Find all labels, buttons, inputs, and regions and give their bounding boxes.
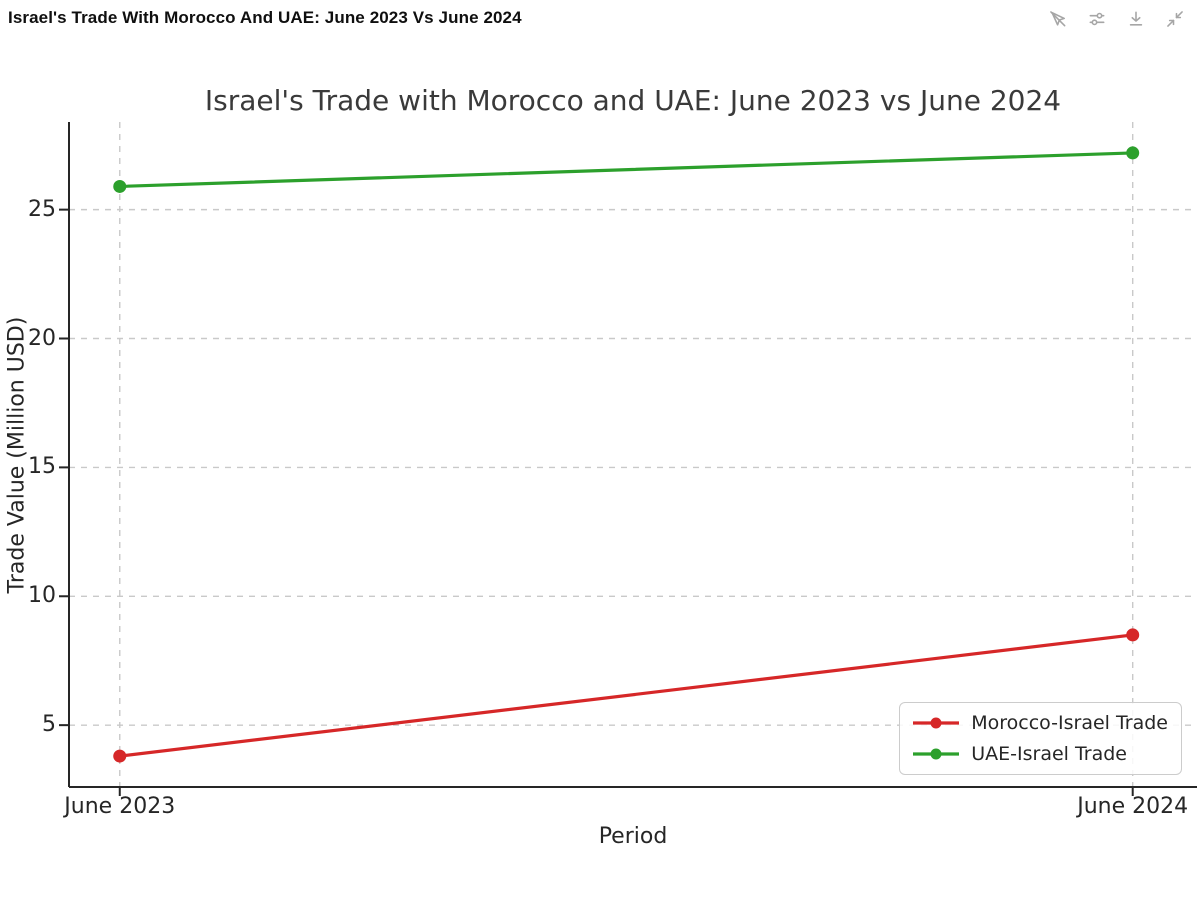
- legend-swatch: [913, 717, 960, 728]
- cursor-interactivity-off-icon: [1048, 9, 1068, 29]
- legend: Morocco-Israel Trade UAE-Israel Trade: [899, 702, 1182, 775]
- y-tick-label: 20: [28, 325, 56, 351]
- collapse-fullscreen-button[interactable]: [1162, 6, 1188, 32]
- x-tick-label: June 2024: [1077, 794, 1189, 819]
- legend-item: Morocco-Israel Trade: [911, 708, 1168, 737]
- header: Israel's Trade With Morocco And UAE: Jun…: [0, 0, 1200, 44]
- data-point-marker: [113, 179, 127, 193]
- legend-item: UAE-Israel Trade: [911, 739, 1168, 768]
- cursor-interactivity-off-button[interactable]: [1045, 6, 1071, 32]
- line-chart: Israel's Trade with Morocco and UAE: Jun…: [0, 44, 1200, 854]
- page-title: Israel's Trade With Morocco And UAE: Jun…: [8, 8, 522, 27]
- series-line: [118, 151, 1135, 189]
- x-axis-label: Period: [598, 824, 668, 849]
- y-tick-label: 5: [42, 712, 56, 738]
- legend-label: Morocco-Israel Trade: [971, 711, 1168, 734]
- data-point-marker: [1126, 628, 1140, 642]
- legend-label: UAE-Israel Trade: [971, 742, 1127, 765]
- data-point-marker: [113, 749, 127, 763]
- legend-swatch: [913, 748, 960, 759]
- chart-title: Israel's Trade with Morocco and UAE: Jun…: [204, 84, 1062, 117]
- y-tick-label: 10: [28, 583, 56, 609]
- settings-sliders-icon: [1087, 9, 1107, 29]
- x-tick-label: June 2023: [64, 794, 176, 819]
- download-button[interactable]: [1123, 6, 1149, 32]
- chart-toolbar: [1045, 6, 1188, 32]
- download-icon: [1126, 9, 1146, 29]
- settings-sliders-button[interactable]: [1084, 6, 1110, 32]
- data-point-marker: [1126, 146, 1140, 160]
- y-tick-label: 15: [28, 454, 56, 480]
- series-line: [118, 633, 1135, 758]
- collapse-fullscreen-icon: [1165, 9, 1185, 29]
- y-tick-label: 25: [28, 196, 56, 222]
